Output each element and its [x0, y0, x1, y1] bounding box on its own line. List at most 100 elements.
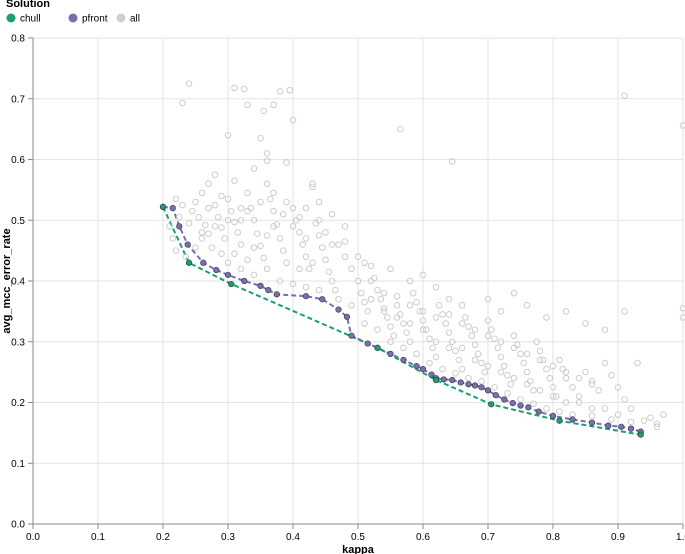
- point-all: [179, 201, 186, 209]
- point-chull: [556, 417, 563, 424]
- point-all: [270, 189, 277, 197]
- point-pfront: [343, 313, 351, 320]
- point-all: [341, 253, 349, 260]
- point-all: [335, 241, 342, 248]
- point-all: [270, 223, 277, 230]
- x-tick-label: 0.0: [26, 532, 40, 543]
- point-all: [283, 259, 290, 267]
- point-all: [335, 295, 342, 303]
- point-all: [218, 192, 225, 200]
- x-tick-label: 0.2: [156, 532, 170, 543]
- point-pfront: [535, 408, 542, 415]
- point-all: [504, 390, 511, 397]
- point-all: [588, 381, 596, 388]
- point-all: [361, 299, 368, 306]
- point-all: [634, 359, 641, 367]
- point-all: [244, 101, 251, 109]
- point-all: [244, 189, 251, 197]
- point-all: [172, 247, 180, 254]
- point-all: [302, 283, 310, 291]
- x-tick-label: 1.0: [676, 532, 685, 543]
- point-all: [543, 314, 550, 321]
- point-pfront: [478, 384, 485, 391]
- point-all: [484, 317, 492, 324]
- point-all: [296, 229, 303, 236]
- point-all: [283, 159, 290, 166]
- x-tick-label: 0.5: [351, 532, 365, 543]
- point-all: [263, 150, 271, 157]
- point-all: [250, 271, 258, 279]
- point-chull: [159, 203, 167, 210]
- point-all: [439, 365, 446, 373]
- point-all: [647, 414, 654, 421]
- point-all: [283, 198, 290, 206]
- point-all: [458, 302, 466, 309]
- point-all: [224, 259, 232, 267]
- point-all: [406, 338, 414, 346]
- legend-item-pfront[interactable]: pfront: [68, 13, 108, 25]
- point-all: [468, 332, 476, 339]
- line-pfront: [162, 205, 642, 433]
- point-all: [601, 359, 609, 367]
- point-pfront: [302, 293, 310, 300]
- point-all: [302, 253, 310, 260]
- point-pfront: [627, 425, 635, 432]
- point-all: [367, 295, 375, 303]
- point-chull: [637, 431, 644, 438]
- point-all: [510, 374, 518, 382]
- point-all: [182, 253, 189, 260]
- point-all: [588, 405, 596, 412]
- point-all: [400, 344, 407, 352]
- point-all: [575, 374, 583, 382]
- point-pfront: [618, 423, 625, 430]
- point-all: [471, 326, 479, 333]
- point-all: [449, 338, 456, 346]
- point-all: [627, 405, 635, 412]
- point-all: [211, 223, 219, 230]
- point-all: [679, 122, 685, 129]
- point-all: [543, 365, 550, 373]
- point-all: [462, 314, 469, 321]
- data-points: [159, 80, 685, 438]
- point-all: [406, 320, 414, 327]
- point-pfront: [457, 379, 464, 386]
- legend: Solution chull pfront all: [6, 0, 140, 25]
- point-all: [510, 332, 518, 339]
- point-all: [588, 412, 596, 420]
- legend-title: Solution: [6, 0, 50, 10]
- point-all: [523, 302, 531, 309]
- point-all: [419, 326, 427, 333]
- point-all: [328, 210, 336, 218]
- point-all: [198, 235, 206, 242]
- point-all: [185, 80, 193, 87]
- point-all: [549, 362, 557, 370]
- point-all: [387, 338, 394, 346]
- point-all: [309, 180, 316, 188]
- point-all: [198, 189, 206, 197]
- point-all: [302, 204, 310, 212]
- point-all: [299, 241, 307, 248]
- point-all: [218, 224, 225, 231]
- point-chull: [228, 280, 235, 288]
- point-all: [423, 326, 430, 333]
- point-all: [237, 204, 245, 212]
- point-all: [354, 253, 362, 260]
- point-all: [280, 247, 287, 254]
- point-pfront: [169, 205, 176, 212]
- point-all: [582, 368, 589, 376]
- point-all: [393, 292, 401, 300]
- point-all: [406, 277, 414, 285]
- point-pfront: [605, 422, 612, 429]
- point-all: [497, 338, 505, 346]
- point-all: [478, 377, 485, 385]
- point-pfront: [241, 277, 248, 285]
- legend-item-chull[interactable]: chull: [6, 13, 41, 25]
- point-all: [413, 350, 420, 358]
- legend-item-all[interactable]: all: [116, 13, 141, 25]
- point-all: [195, 213, 202, 221]
- point-all: [507, 381, 515, 388]
- point-pfront: [428, 371, 435, 378]
- point-all: [253, 230, 261, 237]
- point-all: [536, 356, 544, 364]
- point-all: [432, 283, 440, 291]
